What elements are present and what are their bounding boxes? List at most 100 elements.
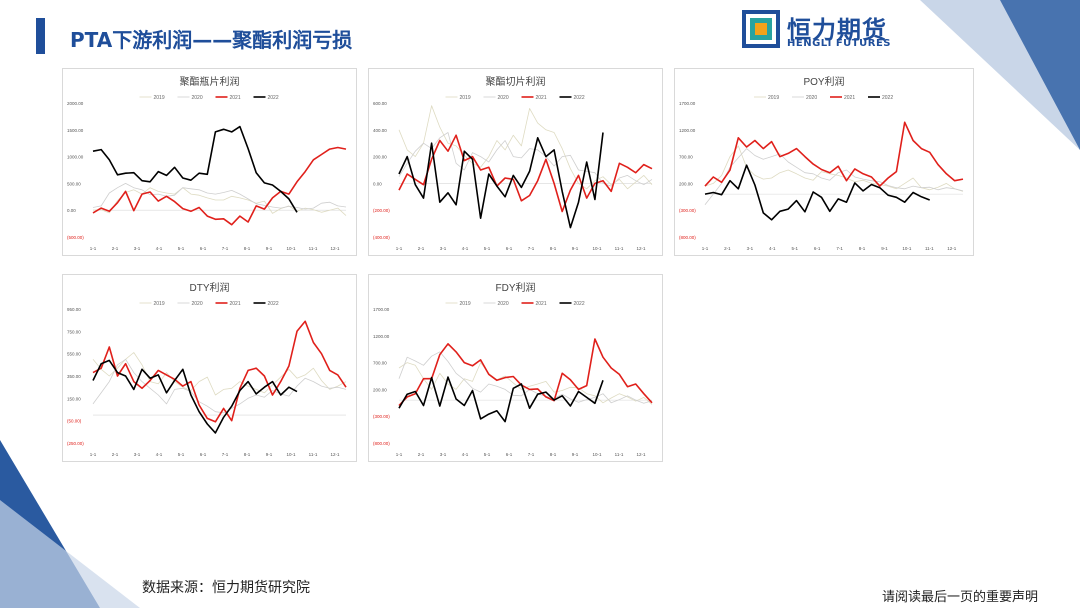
y-tick-label: 400.00 [373, 128, 387, 133]
x-tick-label: 12-1 [636, 246, 646, 251]
x-tick-label: 3-1 [134, 246, 141, 251]
x-tick-label: 8-1 [244, 246, 251, 251]
x-tick-label: 2-1 [112, 452, 119, 457]
chart-panel-fdy: FDY利润 2019 2020 2021 2022 1700.00 1200.00 700.0… [368, 274, 663, 462]
x-tick-label: 6-1 [200, 452, 207, 457]
data-source-note: 数据来源：恒力期货研究院 [142, 580, 310, 596]
x-tick-label: 8-1 [550, 452, 557, 457]
y-tick-label: 750.00 [67, 329, 81, 334]
chart-title: POY利润 [803, 75, 844, 88]
x-tick-label: 9-1 [266, 246, 273, 251]
x-tick-label: 6-1 [506, 246, 513, 251]
y-tick-label: 1200.00 [679, 128, 696, 133]
series-line-2019 [398, 105, 653, 190]
y-tick-label: 1700.00 [373, 307, 390, 312]
legend-label-2022: 2022 [268, 301, 279, 307]
legend-label-2020: 2020 [192, 95, 203, 101]
chart-panel-bottle-chip: 聚酯瓶片利润 2019 2020 2021 2022 2000.00 1500.00 1000… [62, 68, 357, 256]
y-tick-label: 150.00 [67, 396, 81, 401]
x-tick-label: 10-1 [286, 452, 296, 457]
chart-title: FDY利润 [496, 281, 536, 294]
logo-name-en: HENGLI FUTURES [787, 38, 891, 49]
disclaimer-note: 请阅读最后一页的重要声明 [882, 590, 1039, 605]
x-tick-label: 1-1 [396, 452, 403, 457]
x-tick-label: 5-1 [484, 246, 491, 251]
chart-title: 聚酯切片利润 [486, 75, 546, 88]
x-tick-label: 11-1 [615, 246, 624, 251]
series-line-2022 [398, 376, 604, 423]
legend-label-2019: 2019 [154, 301, 165, 307]
y-tick-label: 200.00 [679, 181, 693, 186]
y-tick-label: 200.00 [373, 155, 387, 160]
series-line-2019 [92, 187, 347, 216]
y-tick-label: 550.00 [67, 352, 81, 357]
chart-title: DTY利润 [190, 281, 230, 294]
series-line-2022 [398, 132, 604, 229]
x-tick-label: 11-1 [309, 246, 318, 251]
legend-label-2020: 2020 [498, 301, 509, 307]
x-tick-label: 9-1 [572, 246, 579, 251]
y-tick-label: (500.00) [67, 235, 84, 240]
legend-label-2019: 2019 [460, 95, 471, 101]
x-tick-label: 3-1 [134, 452, 141, 457]
x-tick-label: 5-1 [791, 246, 798, 251]
series-line-2022 [704, 164, 930, 221]
x-tick-label: 5-1 [484, 452, 491, 457]
x-tick-label: 12-1 [947, 246, 957, 251]
x-tick-label: 6-1 [506, 452, 513, 457]
x-tick-label: 10-1 [902, 246, 912, 251]
company-logo: 恒力期货 HENGLI FUTURES [742, 10, 912, 52]
x-tick-label: 2-1 [418, 452, 425, 457]
x-tick-label: 5-1 [178, 246, 185, 251]
legend-label-2021: 2021 [230, 301, 241, 307]
series-line-2019 [92, 352, 347, 396]
y-tick-label: (250.00) [67, 441, 84, 446]
x-tick-label: 9-1 [572, 452, 579, 457]
x-tick-label: 4-1 [156, 452, 163, 457]
y-tick-label: 1500.00 [67, 128, 84, 133]
series-line-2021 [92, 146, 347, 226]
legend-label-2022: 2022 [574, 301, 585, 307]
legend-label-2020: 2020 [806, 95, 817, 101]
legend-label-2019: 2019 [154, 95, 165, 101]
y-tick-label: 500.00 [67, 181, 81, 186]
x-tick-label: 4-1 [462, 452, 469, 457]
legend-label-2019: 2019 [768, 95, 779, 101]
y-tick-label: 200.00 [373, 387, 387, 392]
legend-label-2022: 2022 [574, 95, 585, 101]
series-line-2021 [704, 121, 964, 187]
y-tick-label: 0.00 [67, 208, 76, 213]
y-tick-label: 600.00 [373, 101, 387, 106]
x-tick-label: 11-1 [309, 452, 318, 457]
x-tick-label: 10-1 [592, 246, 602, 251]
x-tick-label: 2-1 [418, 246, 425, 251]
series-line-2021 [92, 320, 347, 423]
slide-title: PTA下游利润——聚酯利润亏损 [70, 28, 353, 52]
y-tick-label: 950.00 [67, 307, 81, 312]
y-tick-label: 700.00 [679, 155, 693, 160]
x-tick-label: 2-1 [112, 246, 119, 251]
legend-label-2021: 2021 [536, 95, 547, 101]
chart-panel-dty: DTY利润 2019 2020 2021 2022 950.00 750.00 550.00 3… [62, 274, 357, 462]
legend-label-2019: 2019 [460, 301, 471, 307]
series-line-2020 [92, 183, 347, 210]
x-tick-label: 1-1 [90, 452, 97, 457]
series-line-2020 [704, 148, 964, 206]
y-tick-label: 1700.00 [679, 101, 696, 106]
y-tick-label: 1200.00 [373, 334, 390, 339]
x-tick-label: 4-1 [769, 246, 776, 251]
legend-label-2021: 2021 [230, 95, 241, 101]
x-tick-label: 3-1 [747, 246, 754, 251]
x-tick-label: 9-1 [266, 452, 273, 457]
y-tick-label: 1000.00 [67, 155, 84, 160]
x-tick-label: 6-1 [814, 246, 821, 251]
chart-panel-poy: POY利润 2019 2020 2021 2022 1700.00 1200.00 700.0… [674, 68, 974, 256]
legend-label-2022: 2022 [882, 95, 893, 101]
x-tick-label: 6-1 [200, 246, 207, 251]
legend-label-2021: 2021 [536, 301, 547, 307]
x-tick-label: 3-1 [440, 452, 447, 457]
x-tick-label: 11-1 [925, 246, 934, 251]
x-tick-label: 7-1 [222, 246, 229, 251]
y-tick-label: (800.00) [373, 441, 390, 446]
series-line-2021 [398, 134, 653, 213]
